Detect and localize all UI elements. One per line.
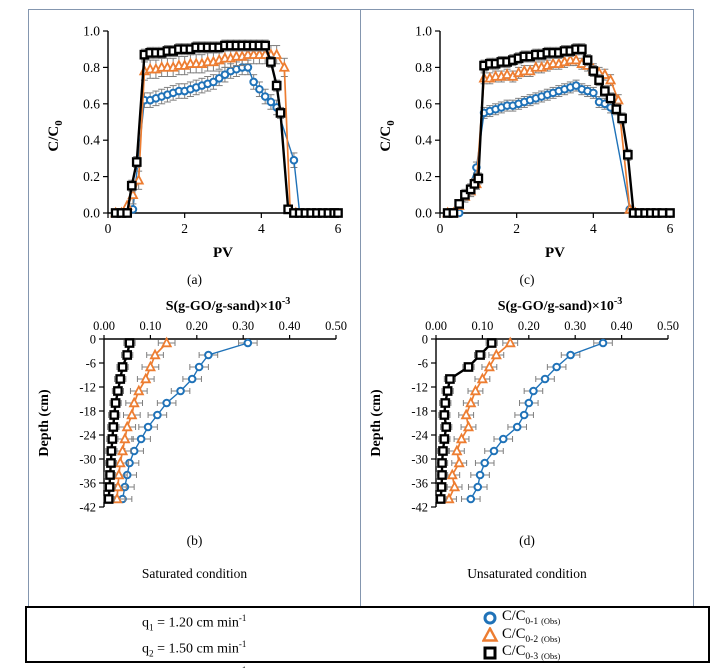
flux-q3-label: q3 = 2.04 cm min-1: [142, 662, 246, 668]
svg-text:4: 4: [257, 221, 264, 236]
svg-text:-12: -12: [411, 381, 428, 395]
flux-values-block: q1 = 1.20 cm min-1 q2 = 1.50 cm min-1 q3…: [142, 610, 246, 668]
legend-entry-cc01: C/C0-1 (Obs): [482, 608, 560, 627]
svg-text:6: 6: [334, 221, 341, 236]
chart-a-breakthrough-saturated: 0 2 4 6 0.0 0.2 0.4 0.6 0.8 1.0 PV C/C0: [46, 24, 343, 261]
svg-text:2: 2: [181, 221, 188, 236]
chart-d-depth-profile-unsaturated: 0.00 0.10 0.20 0.30 0.40 0.50 0 -6 -12 -18 -24 -30 -…: [369, 296, 679, 515]
svg-text:0.30: 0.30: [232, 319, 254, 333]
legend-entry-cc03: C/C0-3 (Obs): [482, 643, 560, 662]
svg-text:0.6: 0.6: [415, 96, 432, 111]
svg-text:-24: -24: [79, 429, 96, 443]
svg-text:1.0: 1.0: [83, 24, 100, 39]
svg-text:0.6: 0.6: [83, 96, 100, 111]
svg-text:0.4: 0.4: [415, 133, 432, 148]
legend-box: q1 = 1.20 cm min-1 q2 = 1.50 cm min-1 q3…: [25, 606, 710, 668]
chart-c-breakthrough-unsaturated: 0 2 4 6 0.0 0.2 0.4 0.6 0.8 1.0 PV C/C0: [378, 24, 675, 261]
svg-text:0.20: 0.20: [518, 319, 540, 333]
panel-caption-a: (a): [187, 272, 202, 287]
svg-text:-18: -18: [79, 405, 96, 419]
svg-text:0.4: 0.4: [83, 133, 100, 148]
svg-text:0: 0: [104, 221, 111, 236]
svg-text:4: 4: [590, 221, 597, 236]
panel-caption-b: (b): [186, 533, 203, 548]
svg-text:0.10: 0.10: [139, 319, 161, 333]
svg-text:0: 0: [89, 333, 95, 347]
saturated-column: 0 2 4 6 0.0 0.2 0.4 0.6 0.8 1.0 PV C/C0 (a) 0.00 0.1…: [29, 10, 361, 607]
chart-b-depth-profile-saturated: 0.00 0.10 0.20 0.30 0.40 0.50 0 -6 -12 -18 -24 -30 -…: [37, 296, 347, 515]
svg-text:0.2: 0.2: [415, 169, 432, 184]
svg-text:C/C0: C/C0: [378, 120, 397, 151]
svg-text:2: 2: [513, 221, 520, 236]
svg-text:0.0: 0.0: [415, 206, 432, 221]
condition-label-unsaturated: Unsaturated condition: [467, 566, 587, 581]
svg-text:Depth (cm): Depth (cm): [369, 389, 384, 457]
svg-text:6: 6: [667, 221, 674, 236]
svg-text:-6: -6: [418, 357, 428, 371]
svg-text:0: 0: [422, 333, 428, 347]
svg-text:0.00: 0.00: [93, 319, 115, 333]
svg-text:0.00: 0.00: [425, 319, 447, 333]
flux-q2-label: q2 = 1.50 cm min-1: [142, 638, 247, 659]
svg-text:-12: -12: [79, 381, 96, 395]
legend-entry-cc02: C/C0-2 (Obs): [482, 626, 560, 645]
svg-text:S(g-GO/g-sand)×10-3: S(g-GO/g-sand)×10-3: [498, 296, 623, 314]
panel-caption-c: (c): [519, 272, 535, 287]
unsaturated-column: 0 2 4 6 0.0 0.2 0.4 0.6 0.8 1.0 PV C/C0 (c) 0.00 0.1…: [361, 10, 693, 607]
panel-caption-d: (d): [519, 533, 535, 548]
svg-text:-24: -24: [411, 429, 428, 443]
triangle-marker-icon: [482, 627, 502, 643]
svg-text:0.20: 0.20: [185, 319, 207, 333]
square-marker-icon: [482, 645, 502, 661]
svg-text:0.2: 0.2: [83, 169, 100, 184]
circle-marker-icon: [482, 610, 502, 626]
svg-text:0.50: 0.50: [657, 319, 679, 333]
svg-text:0.40: 0.40: [611, 319, 633, 333]
svg-text:0.0: 0.0: [83, 206, 100, 221]
svg-text:PV: PV: [545, 245, 565, 261]
figure-main-box: 0 2 4 6 0.0 0.2 0.4 0.6 0.8 1.0 PV C/C0 (a) 0.00 0.1…: [28, 9, 694, 608]
svg-text:0.10: 0.10: [471, 319, 493, 333]
svg-text:0.30: 0.30: [564, 319, 586, 333]
svg-text:0: 0: [437, 221, 444, 236]
svg-text:0.40: 0.40: [278, 319, 300, 333]
svg-text:-36: -36: [411, 477, 428, 491]
svg-text:-42: -42: [411, 501, 428, 515]
svg-text:1.0: 1.0: [415, 24, 432, 39]
svg-text:-30: -30: [79, 453, 96, 467]
svg-text:C/C0: C/C0: [46, 120, 65, 151]
svg-text:-42: -42: [79, 501, 96, 515]
svg-text:-36: -36: [79, 477, 96, 491]
svg-text:-18: -18: [411, 405, 428, 419]
svg-text:0.8: 0.8: [415, 60, 432, 75]
svg-text:0.8: 0.8: [83, 60, 100, 75]
condition-label-saturated: Saturated condition: [141, 566, 248, 581]
svg-text:-30: -30: [411, 453, 428, 467]
svg-text:0.50: 0.50: [325, 319, 347, 333]
svg-text:PV: PV: [213, 245, 233, 261]
legend-entries-block: C/C0-1 (Obs) C/C0-2 (Obs) C/C0-3 (Obs): [482, 608, 560, 662]
svg-text:Depth (cm): Depth (cm): [37, 389, 52, 457]
svg-text:-6: -6: [85, 357, 95, 371]
svg-text:S(g-GO/g-sand)×10-3: S(g-GO/g-sand)×10-3: [165, 296, 290, 314]
flux-q1-label: q1 = 1.20 cm min-1: [142, 613, 247, 633]
